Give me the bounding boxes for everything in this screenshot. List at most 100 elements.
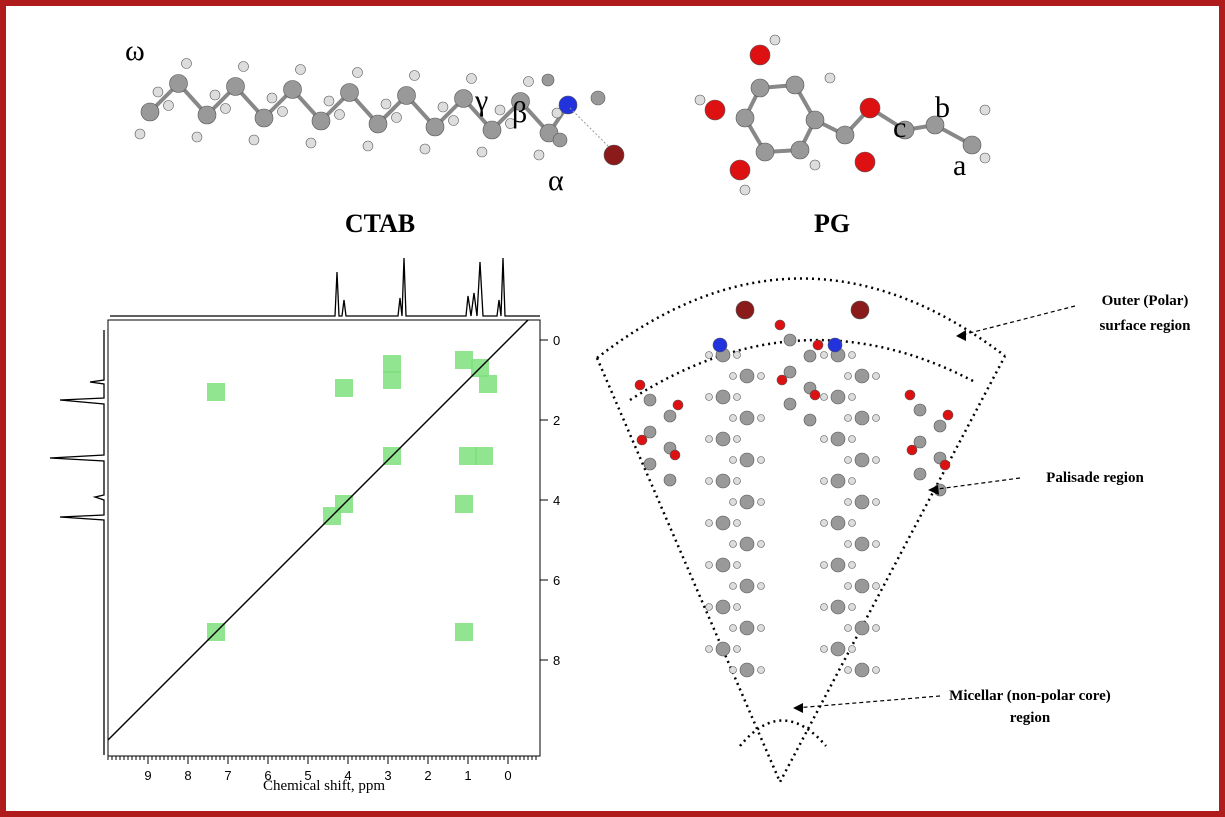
x-tick-label: 0: [504, 768, 511, 783]
atom: [854, 536, 870, 552]
core-region-2: region: [1010, 710, 1051, 726]
atom: [733, 645, 741, 653]
outer-region-2: surface region: [1100, 318, 1192, 334]
atom: [872, 582, 880, 590]
atom: [904, 389, 916, 401]
atom: [715, 515, 731, 531]
atom: [872, 666, 880, 674]
atom: [750, 78, 770, 98]
atom: [844, 666, 852, 674]
atom: [729, 414, 737, 422]
atom: [494, 104, 506, 116]
atom: [523, 76, 534, 87]
atom: [733, 519, 741, 527]
atom: [729, 372, 737, 380]
atom: [511, 92, 530, 111]
atom: [850, 300, 870, 320]
atom: [757, 624, 765, 632]
micelle-outline: [595, 277, 1007, 785]
atom: [733, 477, 741, 485]
inner-arc: [629, 338, 976, 402]
atom: [830, 599, 846, 615]
atom: [848, 393, 856, 401]
atom: [448, 115, 459, 126]
atom: [305, 137, 317, 149]
atom: [854, 452, 870, 468]
atom: [733, 393, 741, 401]
atom: [634, 379, 646, 391]
cross-peak: [455, 623, 473, 641]
outer-arc: [596, 277, 1006, 359]
atom: [844, 456, 852, 464]
figure-canvas: ω γ β α CTAB c b a PG 9 8 7 6 5 4 3 2 1 0 0 2 4 6 8 Ch…: [49, 34, 1192, 794]
atom: [197, 105, 217, 125]
arrow-outer: [957, 305, 1076, 337]
atom: [809, 389, 821, 401]
atom: [552, 132, 568, 148]
atom: [925, 115, 945, 135]
sector-sides: [595, 355, 1007, 785]
atom: [283, 80, 302, 99]
atom: [844, 582, 852, 590]
atom: [803, 413, 817, 427]
y-tick-label: 8: [553, 653, 560, 668]
atom: [848, 351, 856, 359]
atom: [705, 435, 713, 443]
atom: [844, 414, 852, 422]
atom: [783, 365, 797, 379]
atom: [163, 100, 174, 111]
atom: [757, 540, 765, 548]
cross-peak: [455, 495, 473, 513]
atom: [191, 131, 203, 143]
atom: [809, 159, 821, 171]
atom: [729, 666, 737, 674]
atom: [368, 114, 388, 134]
left-projection: [49, 330, 105, 755]
beta-label: β: [512, 96, 527, 129]
atom: [729, 456, 737, 464]
atom: [735, 300, 755, 320]
arrow-core: [794, 695, 941, 709]
atom: [397, 86, 416, 105]
micelle-molecules: [634, 300, 954, 678]
atom: [979, 104, 991, 116]
atom: [830, 515, 846, 531]
atom: [715, 557, 731, 573]
atom: [169, 74, 188, 93]
atom: [715, 473, 731, 489]
atom: [729, 498, 737, 506]
atom: [913, 467, 927, 481]
atom: [226, 77, 245, 96]
atom: [152, 86, 164, 98]
atom: [437, 101, 449, 113]
atom: [844, 624, 852, 632]
atom: [739, 452, 755, 468]
atom: [482, 120, 502, 140]
atom: [134, 128, 146, 140]
atom: [962, 135, 982, 155]
atom: [705, 351, 713, 359]
ctab-name: CTAB: [345, 209, 415, 238]
atom: [636, 434, 648, 446]
atom: [895, 120, 915, 140]
atom: [854, 368, 870, 384]
atom: [820, 477, 828, 485]
atom: [558, 95, 578, 115]
alpha-label: α: [548, 164, 564, 197]
atom: [820, 519, 828, 527]
x-tick-label: 5: [304, 768, 311, 783]
atom: [749, 44, 771, 66]
atom: [254, 108, 274, 128]
atom: [774, 319, 786, 331]
atom: [906, 444, 918, 456]
atom: [739, 620, 755, 636]
arrow-palisade: [929, 477, 1021, 491]
atom: [820, 351, 828, 359]
cross-peak: [459, 447, 477, 465]
atom: [854, 620, 870, 636]
atom: [942, 409, 954, 421]
plot-frame: [107, 319, 541, 757]
y-tick-label: 0: [553, 333, 560, 348]
y-tick-label: 6: [553, 573, 560, 588]
atom: [705, 519, 713, 527]
